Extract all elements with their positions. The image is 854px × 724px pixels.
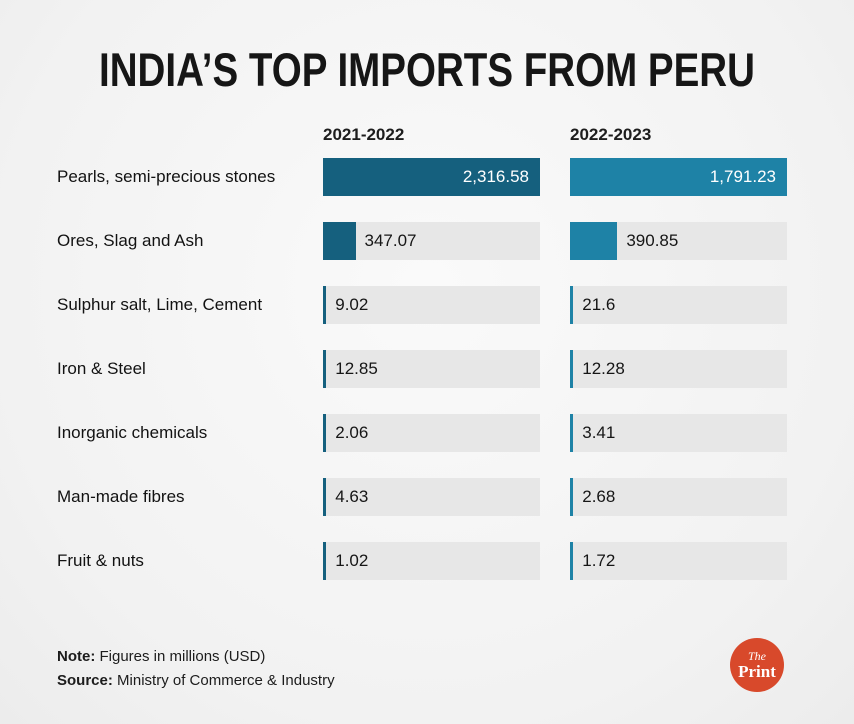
value-label: 9.02 bbox=[335, 295, 369, 314]
value-label: 2.06 bbox=[335, 423, 369, 442]
source-line: Source: Ministry of Commerce & Industry bbox=[57, 672, 335, 689]
bar-2021-2022: 2,316.58 bbox=[323, 158, 540, 196]
category-label: Fruit & nuts bbox=[57, 551, 144, 570]
bar-2022-2023 bbox=[570, 478, 574, 516]
bar-2021-2022 bbox=[323, 222, 356, 260]
chart-row: Fruit & nuts 1.02 1.72 bbox=[57, 542, 797, 580]
bar-2022-2023 bbox=[570, 542, 574, 580]
bar-2021-2022 bbox=[323, 478, 327, 516]
bar-2022-2023 bbox=[570, 350, 574, 388]
bar-track-2021-2022: 2,316.58 bbox=[323, 158, 540, 196]
value-label: 1.02 bbox=[335, 551, 369, 570]
bar-2022-2023 bbox=[570, 222, 618, 260]
chart-row: Man-made fibres 4.63 2.68 bbox=[57, 478, 797, 516]
bar-track-2021-2022: 12.85 bbox=[323, 350, 540, 388]
bar-track-2022-2023: 390.85 bbox=[570, 222, 787, 260]
bar-2021-2022 bbox=[323, 286, 327, 324]
source-label: Source: bbox=[57, 672, 113, 689]
column-header-2021-2022: 2021-2022 bbox=[323, 125, 405, 144]
chart-rows: Pearls, semi-precious stones 2,316.58 1,79… bbox=[57, 158, 797, 580]
theprint-logo: The Print bbox=[730, 638, 784, 692]
value-label: 347.07 bbox=[364, 231, 417, 250]
bar-track-2021-2022: 9.02 bbox=[323, 286, 540, 324]
bar-track-2021-2022: 347.07 bbox=[323, 222, 540, 260]
title-container: INDIA’S TOP IMPORTS FROM PERU bbox=[0, 0, 854, 97]
value-label: 12.28 bbox=[582, 359, 625, 378]
value-label: 12.85 bbox=[335, 359, 378, 378]
bar-track-2022-2023: 3.41 bbox=[570, 414, 787, 452]
value-label: 2.68 bbox=[582, 487, 616, 506]
bar-2021-2022 bbox=[323, 542, 327, 580]
logo-text-bottom: Print bbox=[738, 662, 776, 681]
source-text: Ministry of Commerce & Industry bbox=[112, 672, 335, 689]
bar-2022-2023 bbox=[570, 286, 574, 324]
bar-2022-2023 bbox=[570, 414, 574, 452]
chart-row: Inorganic chemicals 2.06 3.41 bbox=[57, 414, 797, 452]
page-title: INDIA’S TOP IMPORTS FROM PERU bbox=[99, 43, 755, 96]
chart-row: Sulphur salt, Lime, Cement 9.02 21.6 bbox=[57, 286, 797, 324]
footer: Note: Figures in millions (USD) Source: … bbox=[57, 648, 335, 696]
header-spacer bbox=[57, 125, 323, 145]
bar-chart: 2021-2022 2022-2023 Pearls, semi-preciou… bbox=[0, 125, 854, 580]
bar-track-2021-2022: 4.63 bbox=[323, 478, 540, 516]
note-line: Note: Figures in millions (USD) bbox=[57, 648, 335, 665]
bar-2021-2022 bbox=[323, 350, 327, 388]
column-header-2022-2023: 2022-2023 bbox=[570, 125, 652, 144]
value-label: 21.6 bbox=[582, 295, 616, 314]
category-label: Sulphur salt, Lime, Cement bbox=[57, 295, 263, 314]
category-label: Man-made fibres bbox=[57, 487, 185, 506]
chart-row: Pearls, semi-precious stones 2,316.58 1,79… bbox=[57, 158, 797, 196]
bar-2022-2023: 1,791.23 bbox=[570, 158, 787, 196]
bar-track-2022-2023: 2.68 bbox=[570, 478, 787, 516]
category-label: Pearls, semi-precious stones bbox=[57, 167, 276, 186]
note-text: Figures in millions (USD) bbox=[95, 648, 266, 665]
category-label: Iron & Steel bbox=[57, 359, 146, 378]
chart-row: Iron & Steel 12.85 12.28 bbox=[57, 350, 797, 388]
bar-track-2021-2022: 1.02 bbox=[323, 542, 540, 580]
chart-row: Ores, Slag and Ash 347.07 390.85 bbox=[57, 222, 797, 260]
bar-track-2022-2023: 1.72 bbox=[570, 542, 787, 580]
category-label: Inorganic chemicals bbox=[57, 423, 208, 442]
bar-track-2022-2023: 12.28 bbox=[570, 350, 787, 388]
value-label: 3.41 bbox=[582, 423, 616, 442]
value-label: 4.63 bbox=[335, 487, 369, 506]
bar-track-2022-2023: 21.6 bbox=[570, 286, 787, 324]
bar-2021-2022 bbox=[323, 414, 327, 452]
category-label: Ores, Slag and Ash bbox=[57, 231, 204, 250]
value-label: 2,316.58 bbox=[462, 167, 529, 186]
value-label: 1,791.23 bbox=[709, 167, 776, 186]
note-label: Note: bbox=[57, 648, 96, 665]
value-label: 390.85 bbox=[626, 231, 679, 250]
logo-text-top: The bbox=[748, 649, 766, 663]
bar-track-2022-2023: 1,791.23 bbox=[570, 158, 787, 196]
column-headers: 2021-2022 2022-2023 bbox=[57, 125, 797, 145]
bar-track-2021-2022: 2.06 bbox=[323, 414, 540, 452]
value-label: 1.72 bbox=[582, 551, 616, 570]
